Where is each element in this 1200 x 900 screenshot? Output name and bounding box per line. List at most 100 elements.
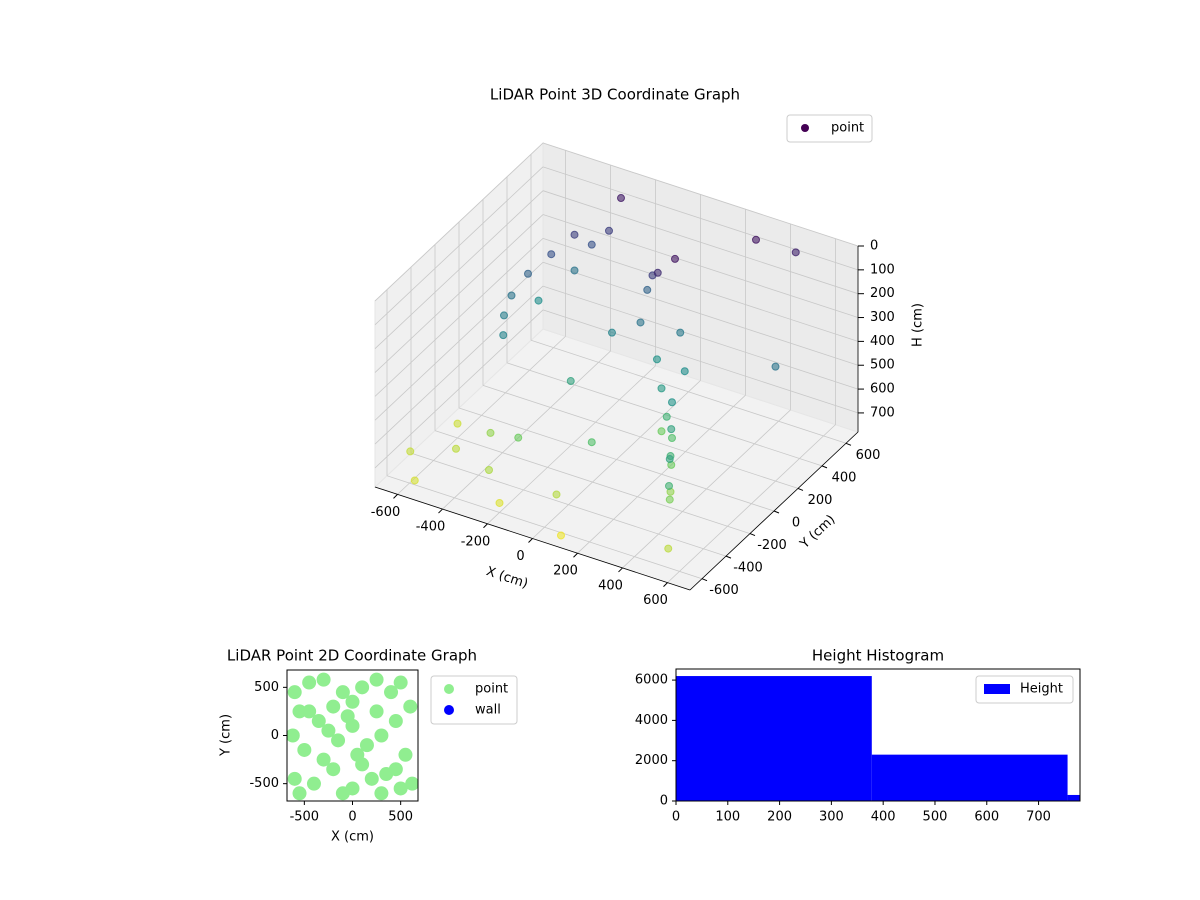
tick-mark: [618, 567, 623, 573]
point: [500, 311, 508, 320]
y-tick-label: 2000: [635, 753, 668, 768]
point: [287, 728, 300, 743]
point: [393, 675, 408, 690]
point: [653, 355, 661, 364]
plot-frame: [675, 668, 1081, 802]
y-tick-label: 200: [808, 493, 833, 508]
z-tick-label: 600: [870, 382, 895, 397]
point: [499, 331, 508, 340]
x-tick-label: 400: [598, 578, 623, 593]
point: [608, 328, 616, 337]
z-tick-label: 0: [870, 239, 878, 254]
point: [570, 230, 579, 239]
point: [297, 742, 312, 757]
point: [369, 672, 384, 687]
grid-line: [374, 238, 544, 397]
legend-marker: [444, 684, 454, 694]
y-axis-label: Y (cm): [219, 714, 234, 757]
grid-line: [374, 261, 544, 421]
x-tick-label: 0: [348, 810, 356, 825]
grid-line: [530, 339, 847, 444]
x-axis-label: X (cm): [484, 564, 530, 592]
point: [355, 680, 370, 695]
legend-marker: [444, 705, 454, 715]
point: [287, 685, 302, 700]
tick-mark: [393, 494, 398, 499]
grid-line: [374, 214, 544, 373]
chart-title: LiDAR Point 3D Coordinate Graph: [490, 86, 740, 104]
x-tick-label: -400: [416, 520, 446, 535]
y-axis-label: Y (cm): [797, 512, 839, 552]
grid-line: [410, 452, 727, 557]
plot-histogram: 0 100 200 300 400 500 600 700 0 2000 4000 6000 Heigh…: [635, 668, 1081, 825]
grid-line: [542, 238, 859, 342]
point: [605, 226, 613, 235]
point: [384, 685, 399, 700]
point: [453, 419, 462, 428]
point: [350, 747, 365, 762]
point: [393, 781, 408, 796]
point: [321, 723, 336, 738]
point: [302, 675, 317, 690]
x-tick-label: -200: [461, 534, 491, 549]
x-tick-label: 200: [767, 810, 792, 825]
point: [388, 714, 403, 729]
point: [657, 384, 666, 393]
bar: [1067, 794, 1080, 801]
plot-frame: [286, 669, 419, 802]
point: [316, 752, 331, 767]
point: [335, 786, 350, 801]
x-tick-label: 0: [672, 810, 680, 825]
grid-line: [386, 475, 703, 580]
legend-label: wall: [475, 703, 501, 718]
point: [452, 444, 460, 453]
plot-2d: -500 0 500 -500 0 500 X (cm) Y (cm) point wall: [219, 669, 518, 845]
x-tick-label: 100: [715, 810, 740, 825]
point: [665, 481, 673, 490]
points: [287, 672, 418, 801]
point: [668, 398, 676, 407]
axis-line: [689, 431, 859, 591]
point: [636, 318, 645, 327]
y-tick-label: -400: [733, 561, 763, 576]
point: [664, 544, 673, 553]
y-tick-label: 6000: [635, 673, 668, 688]
point: [534, 296, 543, 305]
legend-box: [975, 675, 1074, 704]
legend-label: point: [831, 121, 864, 136]
point: [306, 776, 321, 791]
x-tick-label: 300: [819, 810, 844, 825]
grid-line: [482, 385, 799, 489]
point: [287, 771, 302, 786]
grid-line: [458, 407, 775, 512]
legend-label: point: [475, 682, 508, 697]
x-tick-label: 700: [1026, 810, 1051, 825]
point: [587, 240, 596, 249]
tick-mark: [663, 582, 668, 587]
point: [292, 786, 307, 801]
tick-mark: [797, 487, 804, 491]
tick-mark: [725, 555, 732, 559]
x-tick-label: 600: [643, 593, 668, 608]
z-tick-label: 100: [870, 262, 895, 277]
point: [335, 685, 350, 700]
grid-line: [542, 285, 859, 390]
tick-mark: [749, 533, 756, 537]
z-tick-label: 300: [870, 310, 895, 325]
point: [570, 266, 579, 275]
point: [680, 367, 689, 376]
point: [410, 476, 419, 485]
point: [311, 714, 326, 729]
point: [643, 285, 652, 294]
grid-line: [542, 214, 859, 318]
x-tick-label: 400: [871, 810, 896, 825]
legend-marker: [801, 124, 809, 132]
point: [340, 709, 355, 724]
point: [405, 776, 418, 791]
y-tick-label: -600: [709, 583, 739, 598]
tick-mark: [438, 508, 443, 514]
x-tick-label: 0: [516, 549, 524, 564]
legend-box: [786, 114, 873, 143]
point: [331, 733, 346, 748]
